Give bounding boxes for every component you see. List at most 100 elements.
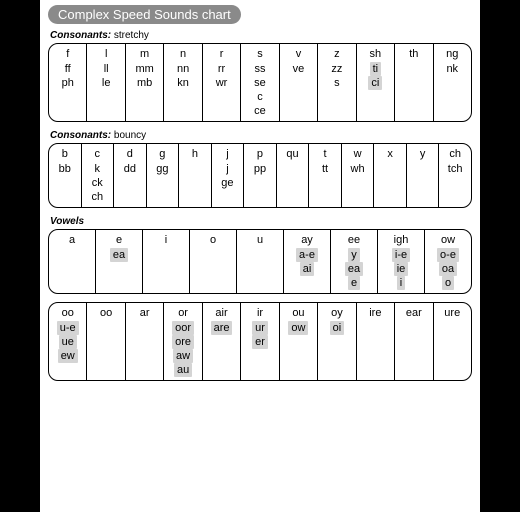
sound-column: ddd xyxy=(114,144,147,207)
sound-cell: igh xyxy=(378,233,424,247)
sound-cell: e xyxy=(96,233,142,247)
sound-cell: ue xyxy=(49,335,86,349)
sound-column: mmmmb xyxy=(126,44,164,121)
sound-cell: wh xyxy=(342,162,374,176)
sound-column: ggg xyxy=(147,144,180,207)
sound-column: lllle xyxy=(87,44,125,121)
sound-grid: oou-eueewooaroroororeawauairareirurerouo… xyxy=(48,302,472,381)
sound-cell: s xyxy=(318,76,355,90)
sound-cell: j xyxy=(212,147,244,161)
sound-cell: oi xyxy=(318,321,355,335)
sound-cell: mb xyxy=(126,76,163,90)
sound-cell: mm xyxy=(126,62,163,76)
sound-cell: tch xyxy=(439,162,471,176)
sound-cell: i xyxy=(143,233,189,247)
sound-cell: ew xyxy=(49,349,86,363)
sound-cell: au xyxy=(164,363,201,377)
sound-cell: z xyxy=(318,47,355,61)
sound-column: ire xyxy=(357,303,395,380)
sound-cell: p xyxy=(244,147,276,161)
section-label: Consonants: stretchy xyxy=(50,30,472,41)
sound-cell: g xyxy=(147,147,179,161)
sound-column: fffph xyxy=(49,44,87,121)
sound-column: oroororeawau xyxy=(164,303,202,380)
section-label: Consonants: bouncy xyxy=(50,130,472,141)
sound-cell: v xyxy=(280,47,317,61)
sound-cell: er xyxy=(241,335,278,349)
sound-cell: ore xyxy=(164,335,201,349)
sound-cell: u-e xyxy=(49,321,86,335)
sound-cell: ff xyxy=(49,62,86,76)
sound-cell: s xyxy=(241,47,278,61)
sound-cell: oy xyxy=(318,306,355,320)
sound-cell: ir xyxy=(241,306,278,320)
sound-cell: oor xyxy=(164,321,201,335)
sound-column: qu xyxy=(277,144,310,207)
sound-cell: ay xyxy=(284,233,330,247)
sound-cell: ve xyxy=(280,62,317,76)
sound-column: oo xyxy=(87,303,125,380)
sound-cell: o xyxy=(425,276,471,290)
sound-cell: ti xyxy=(357,62,394,76)
sound-cell: oo xyxy=(87,306,124,320)
sound-column: eeyeae xyxy=(331,230,378,293)
sound-column: ssssecce xyxy=(241,44,279,121)
sound-column: vve xyxy=(280,44,318,121)
sound-cell: ai xyxy=(284,262,330,276)
sound-cell: y xyxy=(407,147,439,161)
sound-cell: n xyxy=(164,47,201,61)
sound-cell: ea xyxy=(331,262,377,276)
sound-cell: ou xyxy=(280,306,317,320)
sound-cell: rr xyxy=(203,62,240,76)
sound-cell: zz xyxy=(318,62,355,76)
sound-column: h xyxy=(179,144,212,207)
sound-cell: ch xyxy=(439,147,471,161)
sound-column: a xyxy=(49,230,96,293)
sound-column: aya-eai xyxy=(284,230,331,293)
sound-column: x xyxy=(374,144,407,207)
sound-cell: r xyxy=(203,47,240,61)
sound-column: eea xyxy=(96,230,143,293)
sound-column: o xyxy=(190,230,237,293)
sound-cell: dd xyxy=(114,162,146,176)
sound-cell: air xyxy=(203,306,240,320)
sound-cell: a-e xyxy=(284,248,330,262)
sound-cell: ph xyxy=(49,76,86,90)
sound-cell: tt xyxy=(309,162,341,176)
sound-column: airare xyxy=(203,303,241,380)
sound-cell: ci xyxy=(357,76,394,90)
sound-column: oyoi xyxy=(318,303,356,380)
sound-cell: oa xyxy=(425,262,471,276)
sound-grid: fffphllllemmmmbnnnknrrrwrsssseccevvezzzs… xyxy=(48,43,472,122)
sound-cell: a xyxy=(49,233,95,247)
sound-column: i xyxy=(143,230,190,293)
sound-cell: ar xyxy=(126,306,163,320)
sound-cell: ng xyxy=(434,47,471,61)
sound-cell: e xyxy=(331,276,377,290)
sound-column: ure xyxy=(434,303,471,380)
sound-cell: sh xyxy=(357,47,394,61)
sound-column: ckckch xyxy=(82,144,115,207)
sound-cell: o-e xyxy=(425,248,471,262)
sound-cell: le xyxy=(87,76,124,90)
sound-cell: c xyxy=(82,147,114,161)
sound-cell: kn xyxy=(164,76,201,90)
sound-cell: t xyxy=(309,147,341,161)
sound-cell: u xyxy=(237,233,283,247)
sound-cell: ss xyxy=(241,62,278,76)
sound-cell: ce xyxy=(241,104,278,118)
sound-column: shtici xyxy=(357,44,395,121)
sound-column: ppp xyxy=(244,144,277,207)
sound-column: nnnkn xyxy=(164,44,202,121)
sound-cell: h xyxy=(179,147,211,161)
sound-cell: pp xyxy=(244,162,276,176)
sound-cell: aw xyxy=(164,349,201,363)
sound-column: oou-eueew xyxy=(49,303,87,380)
sound-cell: ck xyxy=(82,176,114,190)
sound-cell: ur xyxy=(241,321,278,335)
sound-cell: ge xyxy=(212,176,244,190)
sound-cell: oo xyxy=(49,306,86,320)
sound-column: irurer xyxy=(241,303,279,380)
sound-column: ouow xyxy=(280,303,318,380)
sound-cell: l xyxy=(87,47,124,61)
